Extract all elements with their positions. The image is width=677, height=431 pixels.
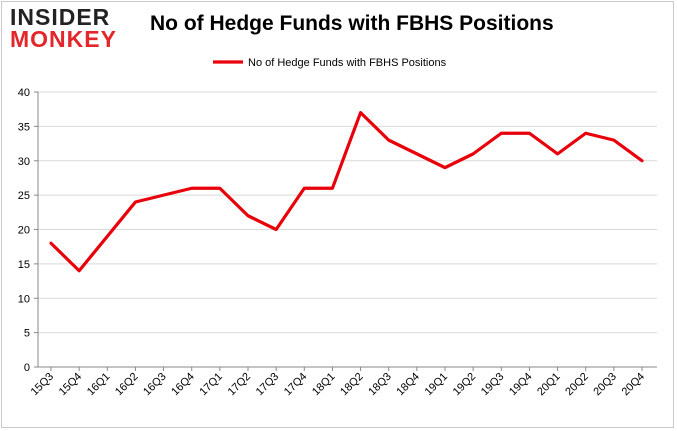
series-line [49,111,644,273]
x-tick-label: 18Q3 [366,371,394,399]
y-tick-label: 5 [24,328,30,340]
data-point [190,187,193,190]
x-tick-label: 19Q1 [423,371,451,399]
x-tick-label: 20Q1 [535,371,563,399]
x-tick-label: 17Q3 [254,371,282,399]
data-point [134,200,137,204]
data-point [415,152,419,156]
y-tick-label: 0 [24,362,30,374]
y-tick-label: 25 [18,190,30,202]
data-point [387,138,390,142]
x-tick-label: 18Q1 [310,371,338,399]
x-axis-ticks: 15Q3 15Q4 16Q1 16Q2 16Q3 16Q4 17Q1 17Q2 17Q3 17Q4… [29,367,648,399]
x-tick-label: 16Q1 [85,371,113,399]
data-point [471,152,475,156]
logo-line-2: MONKEY [10,26,117,52]
y-axis-ticks: 0 5 10 15 20 25 30 35 40 [18,87,38,374]
data-point [443,166,447,169]
x-tick-label: 18Q4 [394,371,422,399]
data-point [49,242,53,245]
data-point [500,132,503,135]
x-tick-label: 17Q1 [197,371,225,399]
data-point [612,138,616,142]
data-point [77,269,81,272]
data-point [162,193,165,197]
x-tick-label: 19Q2 [451,371,479,399]
data-point [218,187,222,190]
data-point [106,235,109,238]
legend-label: No of Hedge Funds with FBHS Positions [248,57,447,69]
legend: No of Hedge Funds with FBHS Positions [213,57,447,69]
data-point [331,187,334,190]
x-tick-label: 17Q2 [226,371,254,399]
x-tick-label: 15Q4 [57,371,85,399]
y-tick-label: 40 [18,87,30,99]
x-tick-label: 18Q2 [338,371,366,399]
insider-monkey-logo: INSIDER MONKEY [10,4,128,52]
data-point [359,111,362,114]
data-point [303,187,306,190]
chart-title: No of Hedge Funds with FBHS Positions [150,12,554,35]
y-tick-label: 15 [18,259,30,271]
x-tick-label: 20Q4 [620,371,648,399]
data-point [528,132,531,135]
x-tick-label: 15Q3 [29,371,57,399]
series-group [49,111,644,273]
y-tick-label: 10 [18,293,30,305]
data-point [246,214,250,217]
y-tick-label: 20 [18,225,30,237]
x-tick-label: 16Q4 [169,371,197,399]
x-tick-label: 16Q2 [113,371,141,399]
gridlines [38,91,657,334]
data-point [274,228,278,231]
y-tick-label: 30 [18,156,30,168]
logo-line-1: INSIDER [10,4,111,30]
x-tick-label: 16Q3 [141,371,169,399]
data-point [584,132,587,135]
x-tick-label: 17Q4 [282,371,310,399]
data-point [556,152,559,156]
x-tick-label: 19Q3 [479,371,507,399]
x-tick-label: 19Q4 [507,371,535,399]
y-tick-label: 35 [18,121,30,133]
x-tick-label: 20Q2 [563,371,591,399]
x-tick-label: 20Q3 [591,371,619,399]
data-point [640,159,644,162]
